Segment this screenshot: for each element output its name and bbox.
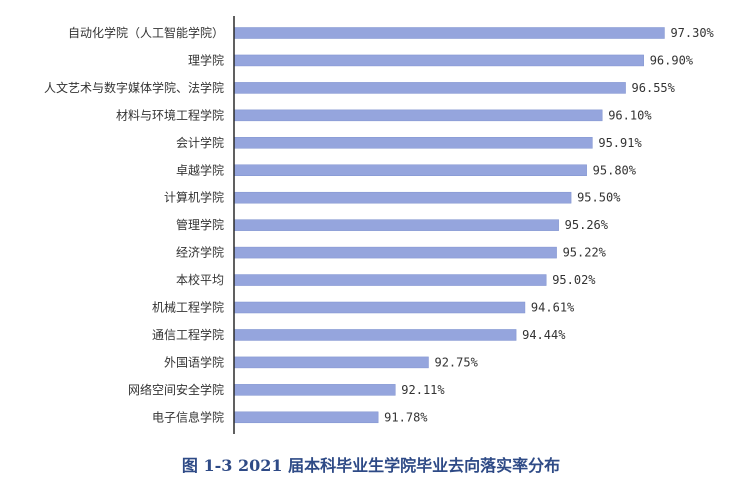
data-label: 96.55% — [632, 81, 676, 95]
category-label: 通信工程学院 — [152, 327, 224, 342]
data-label: 95.91% — [598, 136, 642, 150]
bar — [233, 356, 429, 369]
bar — [233, 109, 603, 122]
bar — [233, 329, 517, 341]
data-label: 96.90% — [650, 53, 694, 67]
category-label: 管理学院 — [176, 217, 224, 232]
bar — [233, 274, 547, 286]
data-label: 95.26% — [565, 218, 609, 232]
data-label: 97.30% — [670, 26, 714, 40]
data-label: 92.11% — [401, 383, 445, 397]
category-label: 会计学院 — [176, 135, 224, 150]
bar — [233, 246, 557, 259]
category-labels: 自动化学院（人工智能学院） 理学院人文艺术与数字媒体学院、法学院材料与环境工程学院… — [44, 25, 224, 424]
bar — [233, 384, 396, 396]
category-label: 机械工程学院 — [152, 300, 224, 315]
bar — [233, 82, 626, 94]
data-label: 95.02% — [552, 273, 596, 287]
category-label: 经济学院 — [176, 245, 224, 260]
category-label: 网络空间安全学院 — [128, 382, 224, 397]
bar — [233, 219, 559, 231]
bar — [233, 191, 572, 204]
category-label: 人文艺术与数字媒体学院、法学院 — [44, 80, 224, 95]
bar — [233, 27, 665, 39]
data-label: 94.44% — [522, 328, 566, 342]
data-label: 91.78% — [384, 410, 428, 424]
bars-layer — [233, 27, 665, 424]
category-label: 卓越学院 — [176, 162, 224, 177]
bar — [233, 54, 644, 67]
bar — [233, 411, 379, 424]
category-label: 本校平均 — [176, 272, 224, 287]
data-label: 92.75% — [434, 355, 478, 369]
category-label: 外国语学院 — [164, 354, 224, 369]
value-labels: 97.30% 96.90% 96.55% 96.10% 95.91% 95.80% 95.5… — [384, 26, 714, 424]
category-label: 材料与环境工程学院 — [116, 107, 224, 122]
data-label: 95.22% — [563, 246, 607, 260]
bar — [233, 164, 587, 176]
data-label: 94.61% — [531, 301, 575, 315]
category-label: 自动化学院（人工智能学院） — [68, 25, 224, 40]
data-label: 95.80% — [593, 163, 637, 177]
chart-caption: 图 1-3 2021 届本科毕业生学院毕业去向落实率分布 — [181, 456, 561, 475]
bar — [233, 137, 593, 149]
category-label: 计算机学院 — [164, 190, 224, 205]
bar — [233, 301, 526, 314]
category-label: 理学院 — [188, 52, 224, 67]
category-label: 电子信息学院 — [152, 409, 224, 424]
data-label: 95.50% — [577, 191, 621, 205]
data-label: 96.10% — [608, 108, 652, 122]
